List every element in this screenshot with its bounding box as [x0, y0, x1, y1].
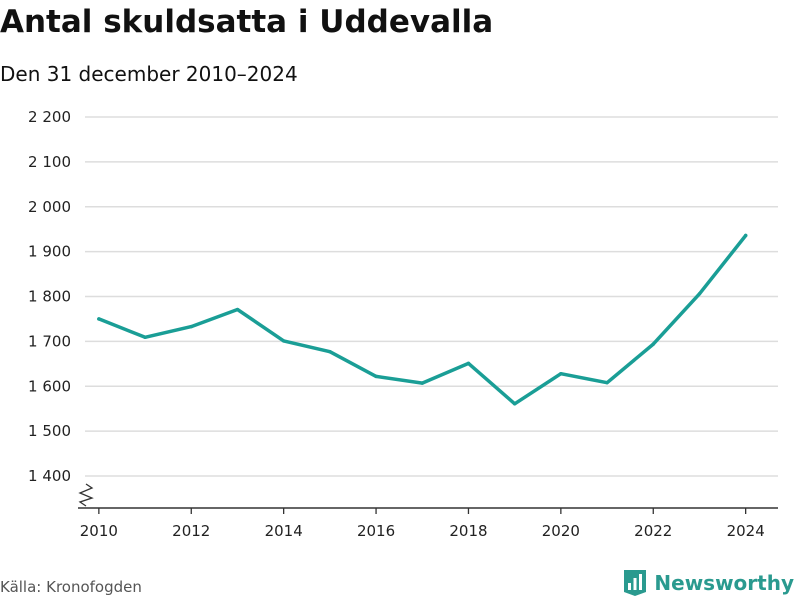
data-point: [328, 349, 332, 354]
x-tick-label: 2018: [449, 522, 487, 540]
data-point: [420, 381, 424, 385]
brand-logo: Newsworthy: [622, 569, 794, 597]
series: [97, 233, 748, 406]
x-tick-label: 2016: [357, 522, 395, 540]
x-tick-label: 2022: [634, 522, 672, 540]
series-line: [97, 233, 748, 406]
y-axis-tick-labels: 1 400 1 500 1 600 1 700 1 800 1 900 2 000 2 100…: [28, 108, 71, 485]
y-tick-label: 1 700: [28, 332, 71, 350]
x-tick-label: 2020: [542, 522, 580, 540]
y-tick-label: 1 800: [28, 288, 71, 306]
y-axis-break-icon: [78, 483, 94, 507]
x-tick-label: 2014: [265, 522, 303, 540]
newsworthy-logo-icon: [624, 570, 647, 596]
data-point: [235, 307, 240, 312]
data-point: [697, 292, 702, 296]
x-tick-label: 2012: [172, 522, 210, 540]
data-point: [466, 361, 471, 366]
x-axis-ticks: 2010 2012 2014 2016 2018 2020 2022 2024: [80, 508, 765, 540]
data-point: [189, 324, 193, 329]
data-point: [559, 371, 563, 376]
gridlines: [85, 116, 778, 477]
x-tick-label: 2010: [80, 522, 118, 540]
data-point: [743, 233, 748, 238]
y-tick-label: 1 400: [28, 467, 71, 485]
data-point: [281, 339, 286, 343]
x-tick-label: 2024: [727, 522, 765, 540]
data-point: [512, 402, 517, 406]
data-point: [605, 380, 609, 385]
y-tick-label: 1 500: [28, 422, 71, 440]
y-tick-label: 2 000: [28, 198, 71, 216]
y-tick-label: 1 600: [28, 377, 71, 395]
data-point: [374, 374, 378, 379]
x-axis: [78, 483, 778, 509]
chart-subtitle: Den 31 december 2010–2024: [0, 62, 298, 86]
data-point: [651, 342, 655, 346]
chart-title: Antal skuldsatta i Uddevalla: [0, 4, 494, 40]
data-point: [97, 317, 101, 321]
source-note: Källa: Kronofogden: [0, 578, 142, 596]
y-tick-label: 1 900: [28, 243, 71, 261]
data-point: [143, 335, 147, 340]
y-tick-label: 2 100: [28, 153, 71, 171]
brand-name: Newsworthy: [654, 571, 794, 595]
y-tick-label: 2 200: [28, 108, 71, 126]
